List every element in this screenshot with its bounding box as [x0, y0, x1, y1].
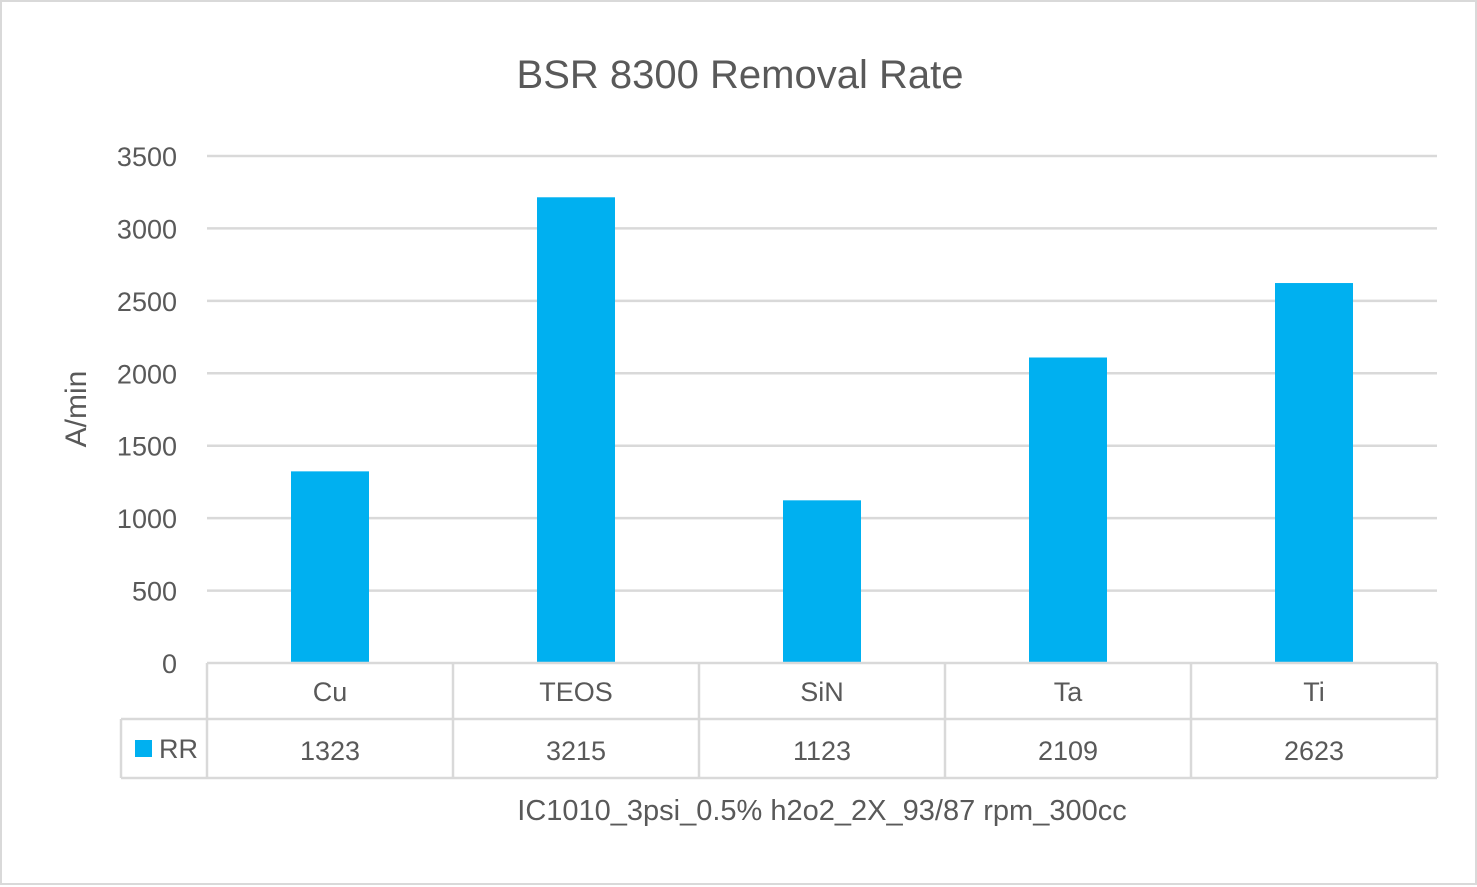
y-tick-label: 1500	[117, 432, 177, 462]
y-tick-label: 2500	[117, 287, 177, 317]
y-axis-ticks: 0 500 1000 1500 2000 2500 3000 3500	[117, 142, 177, 679]
y-tick-label: 2000	[117, 359, 177, 389]
x-tick-label: Ta	[1054, 677, 1084, 707]
data-label: 1323	[300, 736, 360, 766]
legend-label: RR	[159, 734, 198, 764]
bar-ti	[1275, 283, 1353, 663]
bar-sin	[783, 500, 861, 663]
y-axis-label: A/min	[60, 371, 93, 448]
gridlines	[207, 154, 1437, 592]
x-tick-label: Ti	[1303, 677, 1325, 707]
y-tick-label: 3000	[117, 214, 177, 244]
x-axis-label: IC1010_3psi_0.5% h2o2_2X_93/87 rpm_300cc	[517, 795, 1126, 827]
y-tick-label: 3500	[117, 142, 177, 172]
data-label: 2623	[1284, 736, 1344, 766]
chart-title: BSR 8300 Removal Rate	[517, 53, 964, 97]
bar-ta	[1029, 357, 1107, 663]
data-label: 2109	[1038, 736, 1098, 766]
bar-cu	[291, 471, 369, 663]
y-tick-label: 0	[162, 649, 177, 679]
legend-swatch	[135, 740, 152, 757]
y-tick-label: 1000	[117, 504, 177, 534]
x-tick-label: SiN	[800, 677, 844, 707]
data-label: 1123	[793, 736, 851, 766]
x-tick-label: Cu	[313, 677, 348, 707]
bars	[291, 197, 1353, 663]
y-tick-label: 500	[132, 577, 177, 607]
bar-teos	[537, 197, 615, 663]
x-tick-label: TEOS	[539, 677, 613, 707]
data-table: Cu 1323 TEOS 3215 SiN 1123 Ta 2109 Ti 2623 RR	[119, 661, 1439, 780]
data-label: 3215	[546, 736, 606, 766]
